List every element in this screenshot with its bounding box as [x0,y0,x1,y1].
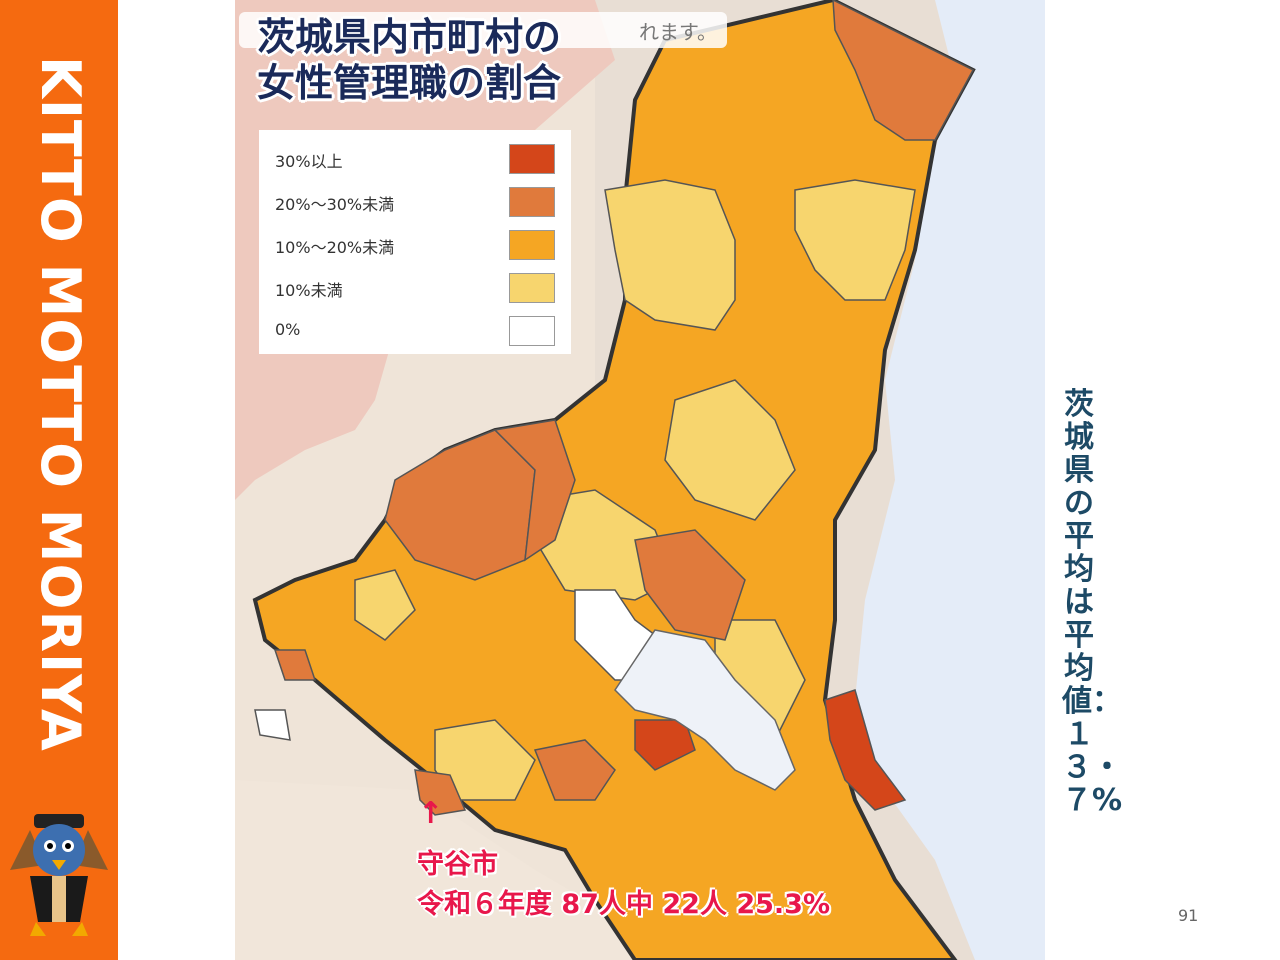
map-legend: 30%以上 20%～30%未満 10%～20%未満 10%未満 0% [259,130,571,354]
map-title-line1: 茨城県内市町村の [257,15,562,59]
legend-item: 10%～20%未満 [275,230,560,260]
legend-label: 0% [275,320,301,339]
brand-sidebar: KITTO MOTTO MORIYA [0,0,118,960]
map-title-line2: 女性管理職の割合 [257,61,562,105]
brand-logo-text: KITTO MOTTO MORIYA [29,56,92,752]
legend-label: 30%以上 [275,152,343,171]
highlight-arrow-icon: ↑ [418,796,444,831]
highlight-city-label: 守谷市 [417,849,498,880]
legend-item: 0% [275,316,560,346]
map-notice-text: れます。 [639,20,717,44]
legend-swatch [509,316,555,346]
map-title: 茨城県内市町村の 女性管理職の割合 [257,14,561,106]
legend-item: 30%以上 [275,144,560,174]
legend-swatch [509,230,555,260]
legend-label: 10%未満 [275,281,343,300]
legend-label: 20%～30%未満 [275,195,395,214]
average-text: 茨城県の平均は平均値：１３・７% [1062,387,1123,818]
legend-swatch [509,187,555,217]
map-notice: れます。 [239,12,727,48]
map-panel[interactable]: れます。 茨城県内市町村の 女性管理職の割合 30%以上 20%～30%未満 1… [235,0,1045,960]
legend-label: 10%～20%未満 [275,238,395,257]
highlight-detail-label: 令和６年度 87人中 22人 25.3% [417,889,831,920]
mascot-illustration [10,814,108,936]
legend-item: 20%～30%未満 [275,187,560,217]
legend-swatch [509,144,555,174]
page-number: 91 [1178,906,1199,925]
legend-swatch [509,273,555,303]
legend-item: 10%未満 [275,273,560,303]
